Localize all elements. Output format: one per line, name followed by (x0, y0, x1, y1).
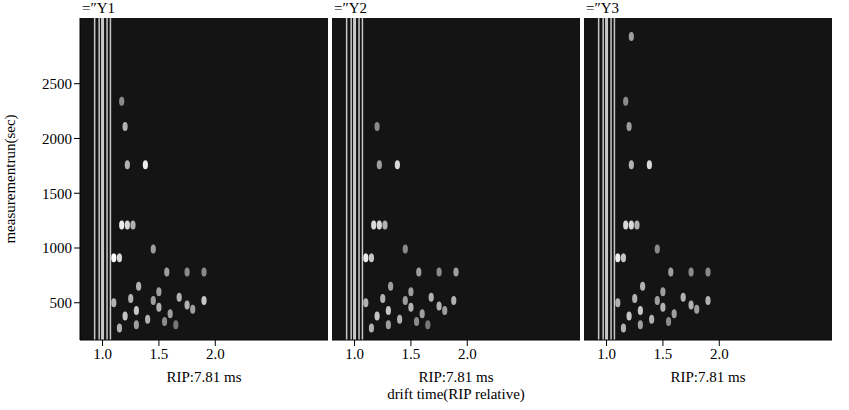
svg-text:1.0: 1.0 (93, 346, 112, 362)
svg-text:2.0: 2.0 (710, 346, 729, 362)
svg-text:1.0: 1.0 (345, 346, 364, 362)
svg-text:1.0: 1.0 (597, 346, 616, 362)
svg-text:2.0: 2.0 (458, 346, 477, 362)
html-text:=″Y3: =″Y3 (586, 0, 619, 16)
svg-text:RIP:7.81 ms: RIP:7.81 ms (418, 369, 493, 384)
svg-text:1.5: 1.5 (654, 346, 673, 362)
svg-text:500: 500 (50, 295, 73, 311)
svg-text:RIP:7.81 ms: RIP:7.81 ms (670, 369, 745, 384)
svg-text:2000: 2000 (42, 131, 72, 147)
svg-text:2500: 2500 (42, 76, 72, 92)
html-text:drift time(RIP relative): drift time(RIP relative) (387, 386, 525, 402)
svg-text:1.5: 1.5 (150, 346, 169, 362)
svg-text:1.5: 1.5 (402, 346, 421, 362)
html-text:=″Y1: =″Y1 (82, 0, 115, 16)
svg-text:RIP:7.81 ms: RIP:7.81 ms (166, 369, 241, 384)
svg-text:1500: 1500 (42, 186, 72, 202)
svg-text:measurementrun(sec): measurementrun(sec) (2, 114, 19, 243)
html-text:=″Y2: =″Y2 (334, 0, 367, 16)
svg-text:1000: 1000 (42, 240, 72, 256)
svg-text:2.0: 2.0 (206, 346, 225, 362)
